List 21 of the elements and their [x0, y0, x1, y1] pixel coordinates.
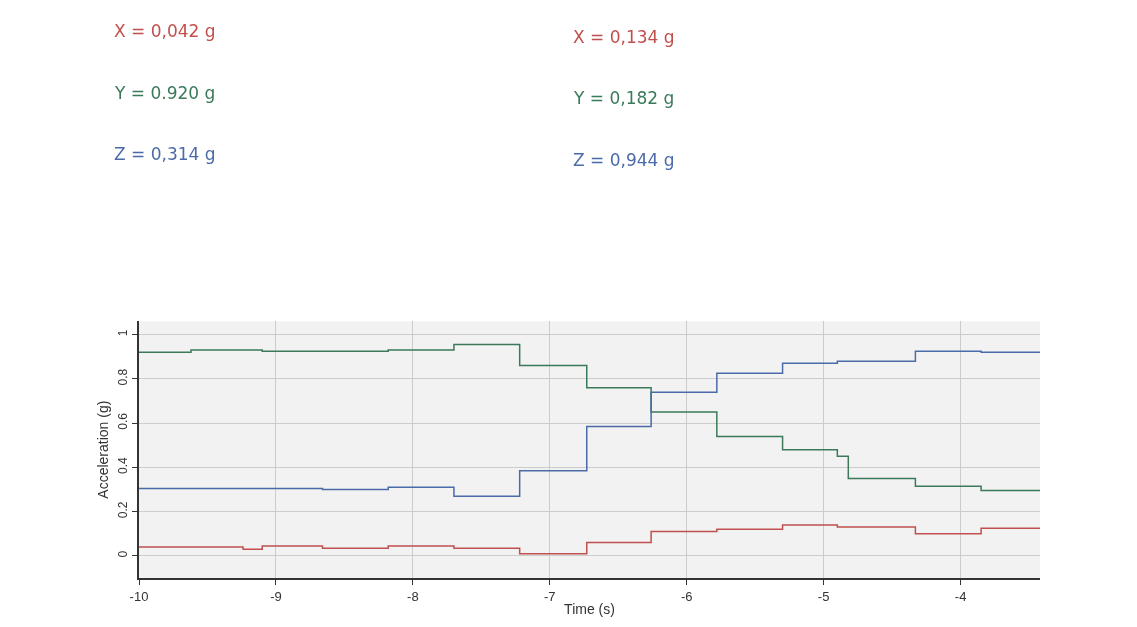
x-tick-label: -8	[407, 588, 419, 604]
y-tick-label: 1	[116, 329, 131, 337]
text: Y = 0,182 g	[573, 88, 675, 108]
y-tick-label: 0.2	[116, 501, 131, 519]
x-tick-label: -9	[270, 588, 282, 604]
y-tick-label: 0.4	[116, 456, 131, 474]
x-axis-title: Time (s)	[564, 601, 615, 618]
x-tick-label: -6	[680, 588, 693, 604]
x-tick-label: -10	[129, 588, 149, 604]
y-tick-label: 0	[116, 550, 131, 558]
y-axis-title: Acceleration (g)	[95, 400, 112, 499]
x-tick-label: -5	[817, 588, 830, 604]
text: Z = 0,944 g	[573, 150, 675, 170]
text: Y = 0.920 g	[114, 83, 216, 103]
text: Z = 0,314 g	[114, 144, 216, 164]
x-tick-label: -7	[544, 588, 556, 604]
x-tick-label: -4	[954, 588, 967, 604]
text: X = 0,042 g	[114, 21, 216, 41]
text: X = 0,134 g	[573, 27, 675, 47]
y-tick-label: 0.6	[116, 412, 131, 430]
y-tick-label: 0.8	[116, 368, 131, 386]
